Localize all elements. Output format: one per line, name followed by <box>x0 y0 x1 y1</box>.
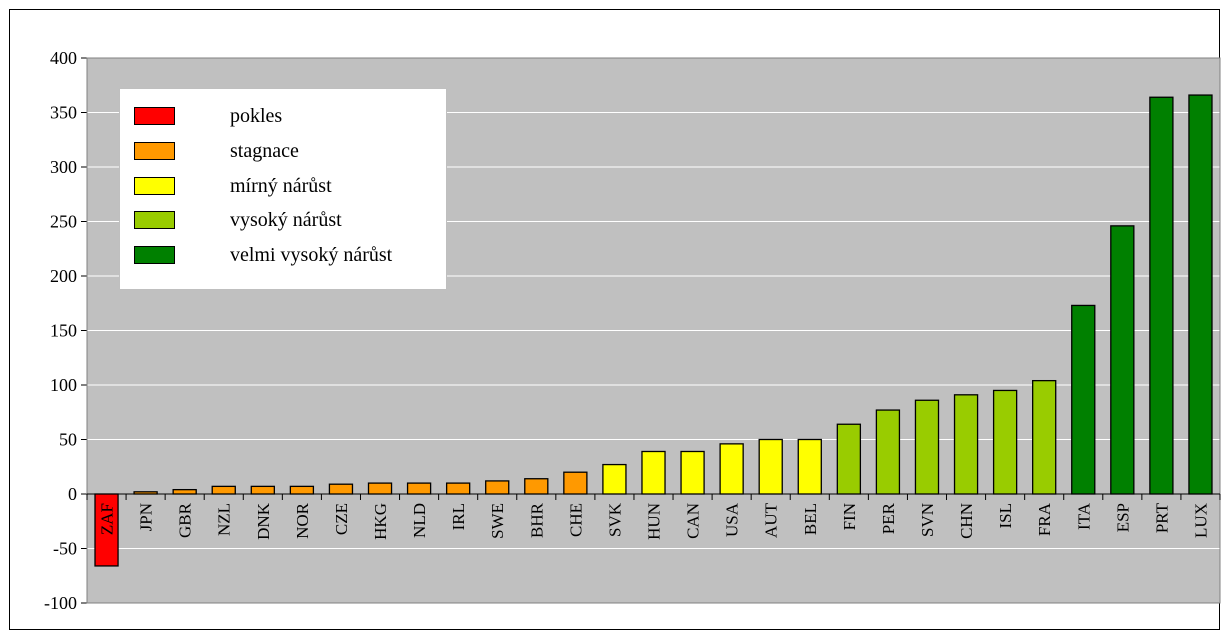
category-label: BEL <box>801 503 820 535</box>
bar-svk <box>602 463 627 495</box>
bar-svn <box>914 399 940 495</box>
category-label: CAN <box>684 503 703 539</box>
category-label: IRL <box>449 503 468 530</box>
plot-border <box>86 57 1221 604</box>
legend-swatch <box>134 107 175 125</box>
y-tick-label: -100 <box>44 593 77 613</box>
category-label: LUX <box>1191 503 1210 538</box>
bar-hkg <box>367 482 393 495</box>
category-labels: ZAF JPN GBR NZL DNK NOR CZE HKG NLD IRL SWE BHR CHE S… <box>98 502 1211 540</box>
bar-esp <box>1110 225 1135 495</box>
category-label: ITA <box>1074 502 1093 530</box>
bar-dnk <box>250 485 275 495</box>
legend-item-stagnation: stagnace <box>134 140 444 164</box>
category-label: CHE <box>566 503 585 537</box>
legend-swatch <box>134 142 175 160</box>
bar-ita <box>1071 304 1096 495</box>
legend-item-very-high-growth: velmi vysoký nárůst <box>134 244 444 268</box>
category-label: GBR <box>176 502 195 538</box>
legend-label: vysoký nárůst <box>230 209 342 231</box>
category-label: ISL <box>996 503 1015 529</box>
legend-label: mírný nárůst <box>230 175 332 197</box>
bar-fin <box>836 423 862 495</box>
bar-bel <box>797 438 822 495</box>
legend-item-high-growth: vysoký nárůst <box>134 209 444 233</box>
bar-swe <box>485 480 510 495</box>
legend: pokles stagnace mírný nárůst vysoký nárů… <box>119 88 447 290</box>
bar-bhr <box>524 478 549 495</box>
y-tick-label: 100 <box>50 375 77 395</box>
bar-che <box>563 471 588 495</box>
y-tick-label: 50 <box>59 430 77 450</box>
legend-label: velmi vysoký nárůst <box>230 244 393 266</box>
category-label: PRT <box>1152 502 1171 533</box>
y-tick-label: 0 <box>68 484 77 504</box>
bar-per <box>875 409 901 495</box>
y-tick-label: 250 <box>50 212 77 232</box>
category-label: NOR <box>293 502 312 539</box>
category-label: AUT <box>762 502 781 538</box>
legend-item-mild-growth: mírný nárůst <box>134 175 444 199</box>
category-label: USA <box>723 502 742 537</box>
bar-hun <box>641 450 666 495</box>
category-label: CZE <box>332 503 351 535</box>
bar-irl <box>445 482 471 495</box>
bar-nor <box>289 485 315 495</box>
category-label: HKG <box>371 503 390 540</box>
bar-usa <box>719 443 744 495</box>
bar-lux <box>1188 94 1213 495</box>
y-axis: -100 -50 0 50 100 150 200 250 300 350 400 <box>44 48 1221 613</box>
bar-prt <box>1149 96 1174 495</box>
category-label: SWE <box>488 503 507 539</box>
category-label: NZL <box>215 503 234 536</box>
x-axis <box>86 493 1221 500</box>
category-label: JPN <box>137 503 156 531</box>
bar-can <box>680 450 705 495</box>
category-label: SVN <box>918 503 937 537</box>
bar-nzl <box>211 485 236 495</box>
y-tick-label: 300 <box>50 157 77 177</box>
category-label: DNK <box>254 502 273 540</box>
bar-gbr <box>172 488 197 495</box>
legend-label: pokles <box>230 105 283 127</box>
legend-swatch <box>134 211 175 229</box>
y-tick-label: 200 <box>50 266 77 286</box>
legend-item-decline: pokles <box>134 105 444 129</box>
legend-swatch <box>134 246 175 264</box>
bar-fra <box>1032 379 1057 495</box>
category-label: PER <box>879 502 898 534</box>
category-label: ESP <box>1113 503 1132 532</box>
bar-aut <box>758 438 783 495</box>
category-label: HUN <box>645 503 664 540</box>
y-tick-label: 350 <box>50 103 77 123</box>
category-label: CHN <box>957 503 976 539</box>
category-label: FRA <box>1035 502 1054 536</box>
bar-chn <box>953 394 979 495</box>
category-label: ZAF <box>98 503 117 535</box>
bar-isl <box>992 389 1018 495</box>
legend-swatch <box>134 177 175 195</box>
category-label: FIN <box>840 503 859 530</box>
y-tick-label: -50 <box>53 539 77 559</box>
category-label: BHR <box>527 502 546 538</box>
bar-nld <box>406 482 432 495</box>
category-label: SVK <box>605 502 624 537</box>
bar-cze <box>328 483 354 495</box>
y-tick-label: 150 <box>50 321 77 341</box>
category-label: NLD <box>410 503 429 538</box>
bars <box>94 94 1213 567</box>
legend-label: stagnace <box>230 140 299 162</box>
y-tick-label: 400 <box>50 48 77 68</box>
